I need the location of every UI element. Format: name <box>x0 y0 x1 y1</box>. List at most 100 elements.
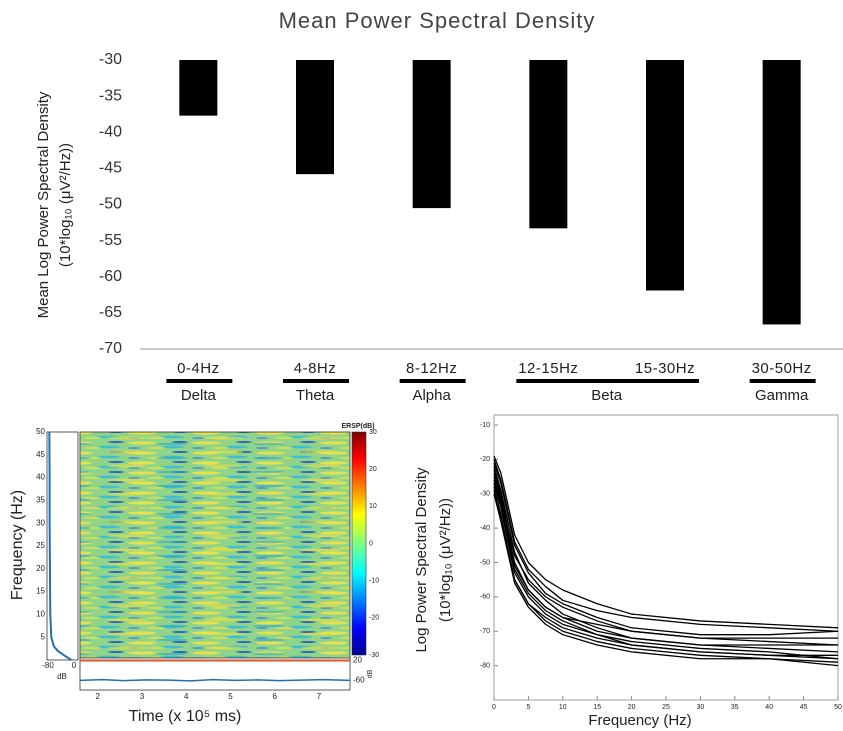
y-tick-label: 15 <box>36 587 45 596</box>
group-label: Alpha <box>412 387 451 404</box>
series-line <box>493 479 839 660</box>
y-tick-label: -50 <box>480 559 490 566</box>
bar <box>296 60 334 175</box>
x-tick-label: 2 <box>95 692 100 701</box>
y-tick-label: 5 <box>41 632 46 641</box>
y-tick-label: -70 <box>480 628 490 635</box>
colorbar-tick-label: 20 <box>369 466 377 473</box>
y-tick-label: -80 <box>480 662 490 669</box>
bar <box>762 60 801 325</box>
x-tick-label: 15-30Hz <box>635 360 695 377</box>
colorbar-tick-label: 30 <box>369 429 377 436</box>
series-line <box>493 486 839 663</box>
y-tick-label: -40 <box>99 123 122 140</box>
y-tick-label: -30 <box>99 51 122 68</box>
y-tick-label: 30 <box>36 518 45 527</box>
spectrum-line <box>48 431 72 661</box>
x-tick-label: 6 <box>273 692 278 701</box>
y-tick-label: 25 <box>36 541 45 550</box>
x-tick-label: 0-4Hz <box>177 360 220 377</box>
y-tick-label: 40 <box>36 473 45 482</box>
y-tick-label: -60 <box>480 594 490 601</box>
x-tick-label: 7 <box>317 692 322 701</box>
series-line <box>493 493 839 667</box>
series-line <box>493 462 839 636</box>
group-label: Beta <box>591 387 623 404</box>
bar <box>179 60 218 116</box>
x-tick-label: 10 <box>559 704 567 711</box>
colorbar-tick-label: -20 <box>369 615 379 622</box>
x-axis-label: Frequency (Hz) <box>588 712 691 729</box>
x-tick-label: 5 <box>526 704 530 711</box>
group-label: Gamma <box>755 387 809 404</box>
x-tick-label: 3 <box>140 692 145 701</box>
bar <box>529 60 568 229</box>
colorbar <box>351 431 367 656</box>
y-tick-label: -35 <box>99 87 122 104</box>
x-tick-label: 30-50Hz <box>752 360 812 377</box>
x-tick-label: 15 <box>593 704 601 711</box>
series-line <box>493 466 839 653</box>
y-tick-label: 45 <box>36 450 45 459</box>
y-tick-label: -50 <box>99 196 122 213</box>
trace-axis-label: dB <box>367 669 374 678</box>
y-tick-label: -55 <box>99 232 122 249</box>
series-line <box>493 472 839 646</box>
colorbar-tick-label: 0 <box>369 540 373 547</box>
spectrum-tick-label: -80 <box>42 661 54 670</box>
y-axis-label: (10*log₁₀ (μV²/Hz)) <box>437 498 454 622</box>
spectrum-axis-label: dB <box>57 672 67 681</box>
bar <box>646 60 684 291</box>
group-label: Delta <box>181 387 217 404</box>
trace-line <box>79 678 351 682</box>
series-line <box>493 469 838 639</box>
trace-tick-label: 20 <box>353 656 362 665</box>
y-axis-label: Frequency (Hz) <box>9 490 26 600</box>
x-tick-label: 5 <box>228 692 233 701</box>
x-tick-label: 40 <box>765 704 773 711</box>
y-tick-label: 20 <box>36 564 45 573</box>
series-line <box>493 459 839 632</box>
y-tick-label: -20 <box>480 456 490 463</box>
series-line <box>493 490 839 660</box>
y-tick-label: -70 <box>99 340 122 357</box>
x-tick-label: 45 <box>800 704 808 711</box>
plot-frame <box>493 414 839 701</box>
spectrum-tick-label: 0 <box>72 661 77 670</box>
trace-tick-label: -60 <box>353 675 365 684</box>
chart-title: Mean Power Spectral Density <box>279 8 596 33</box>
group-label: Theta <box>296 387 335 404</box>
y-axis-label: Log Power Spectral Density <box>413 467 430 653</box>
y-tick-label: -10 <box>480 422 490 429</box>
y-tick-label: -60 <box>99 268 122 285</box>
y-axis-label: Mean Log Power Spectral Density <box>35 91 52 318</box>
y-tick-label: -65 <box>99 304 122 321</box>
colorbar-tick-label: 10 <box>369 503 377 510</box>
x-tick-label: 4 <box>184 692 189 701</box>
y-tick-label: 35 <box>36 496 45 505</box>
x-tick-label: 30 <box>697 704 705 711</box>
x-tick-label: 8-12Hz <box>406 360 457 377</box>
x-tick-label: 20 <box>628 704 636 711</box>
x-tick-label: 50 <box>834 704 842 711</box>
x-tick-label: 25 <box>662 704 670 711</box>
bar <box>412 60 451 209</box>
y-tick-label: 50 <box>36 427 45 436</box>
colorbar-label: ERSP(dB) <box>341 423 374 430</box>
x-tick-label: 4-8Hz <box>294 360 337 377</box>
heatmap-overlay <box>80 432 350 660</box>
colorbar-tick-label: -30 <box>369 652 379 659</box>
series-line <box>493 476 838 646</box>
y-tick-label: 10 <box>36 610 45 619</box>
series-line <box>493 483 838 656</box>
series-line <box>493 455 839 629</box>
y-tick-label: -40 <box>480 525 490 532</box>
colorbar-tick-label: -10 <box>369 578 379 585</box>
y-axis-label: (10*log₁₀ (μV²/Hz)) <box>57 143 74 267</box>
trace-frame <box>79 657 351 691</box>
spectrum-frame <box>46 431 79 661</box>
x-tick-label: 12-15Hz <box>518 360 578 377</box>
x-tick-label: 35 <box>731 704 739 711</box>
